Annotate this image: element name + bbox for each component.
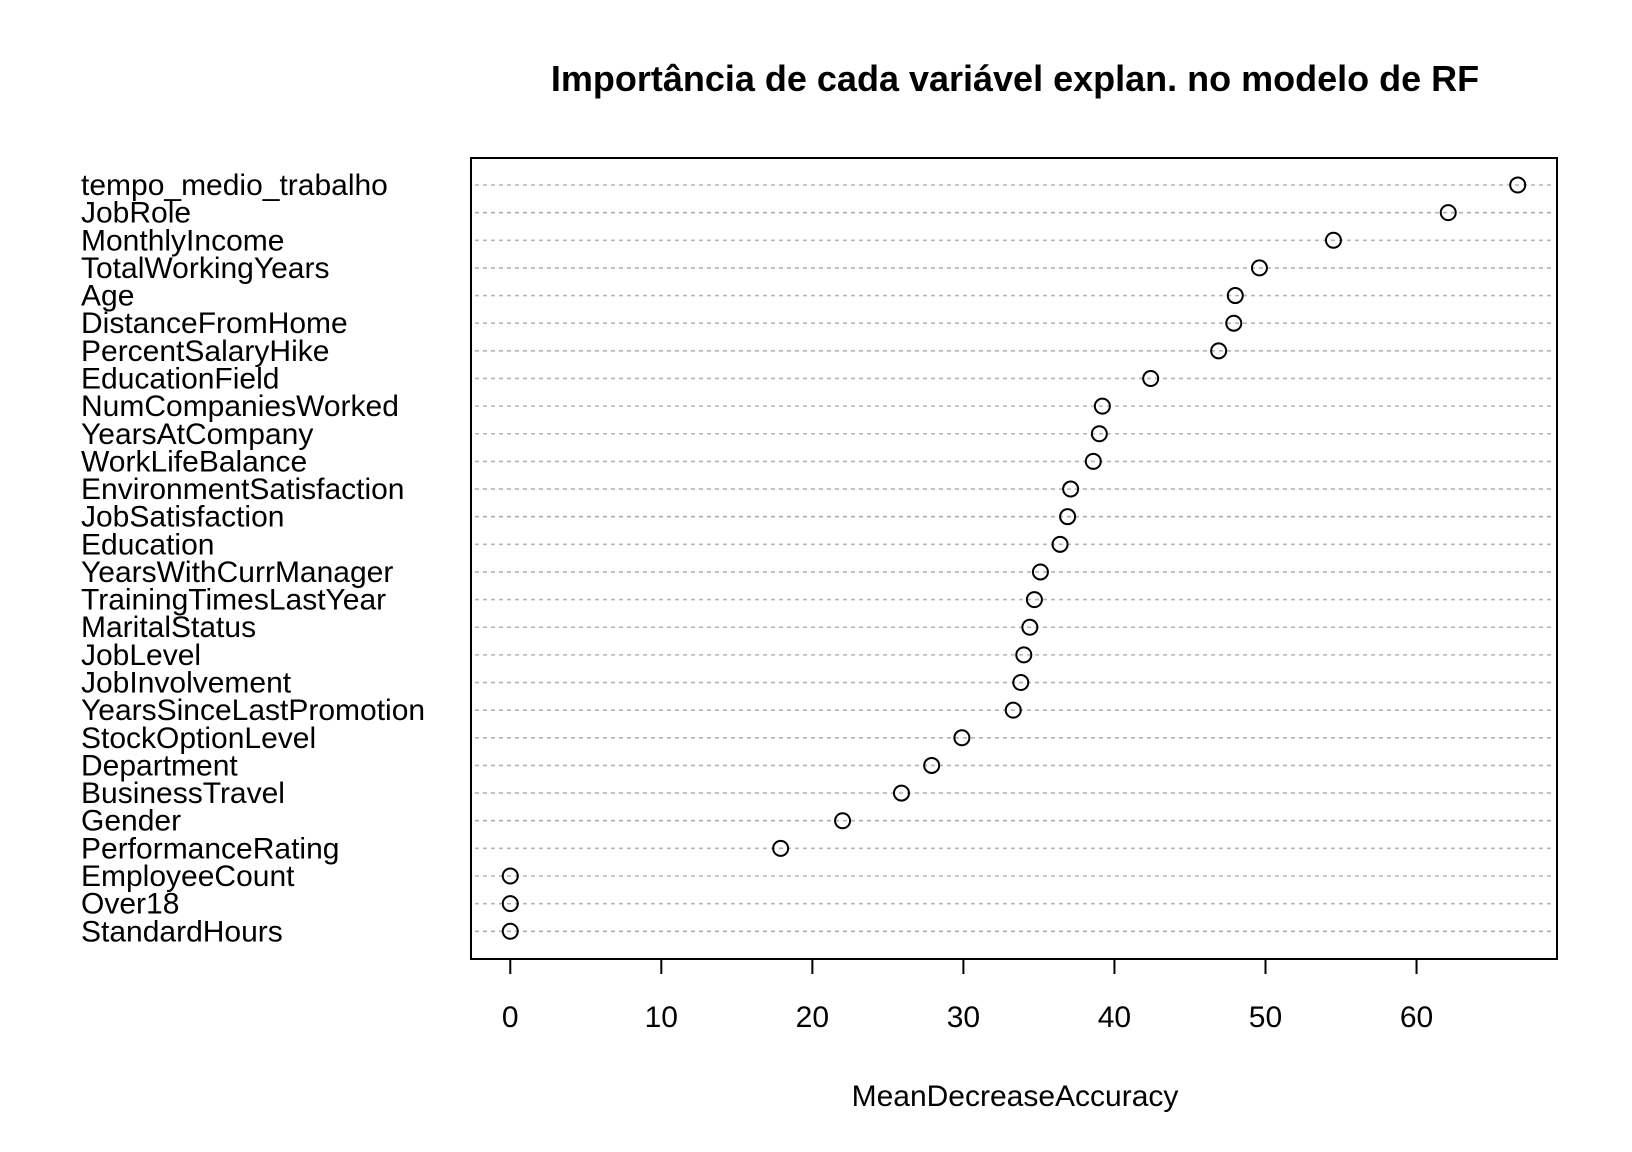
category-label: EnvironmentSatisfaction — [81, 473, 405, 506]
data-point — [1025, 591, 1043, 609]
data-points — [501, 176, 1527, 940]
data-point — [1012, 674, 1030, 692]
category-label: Gender — [81, 805, 181, 838]
data-point — [1093, 397, 1111, 415]
data-point — [501, 895, 519, 913]
category-label: EmployeeCount — [81, 860, 295, 893]
data-point — [501, 867, 519, 885]
x-tick-label: 50 — [1249, 1001, 1282, 1034]
x-tick-label: 60 — [1400, 1001, 1433, 1034]
category-label: YearsSinceLastPromotion — [81, 694, 425, 727]
data-point — [772, 839, 790, 857]
category-label: Age — [81, 280, 134, 313]
category-label: EducationField — [81, 362, 279, 395]
data-point — [1015, 646, 1033, 664]
data-point — [1509, 176, 1527, 194]
data-point — [1059, 508, 1077, 526]
data-point — [1062, 480, 1080, 498]
data-point — [834, 812, 852, 830]
x-axis-label: MeanDecreaseAccuracy — [852, 1080, 1179, 1113]
category-label: YearsAtCompany — [81, 418, 313, 451]
data-point — [1226, 287, 1244, 305]
category-label: tempo_medio_trabalho — [81, 169, 388, 202]
category-label: StandardHours — [81, 915, 283, 948]
data-point — [1084, 452, 1102, 470]
category-label: JobLevel — [81, 639, 201, 672]
x-tick-label: 10 — [645, 1001, 678, 1034]
data-point — [1210, 342, 1228, 360]
category-label: StockOptionLevel — [81, 722, 316, 755]
data-point — [953, 729, 971, 747]
data-point — [1250, 259, 1268, 277]
category-label: JobInvolvement — [81, 667, 292, 700]
category-label: PerformanceRating — [81, 832, 339, 865]
category-label: Over18 — [81, 888, 179, 921]
x-tick-label: 30 — [947, 1001, 980, 1034]
category-labels: tempo_medio_trabalhoJobRoleMonthlyIncome… — [81, 169, 425, 948]
data-point — [1004, 701, 1022, 719]
data-point — [1439, 204, 1457, 222]
data-point — [1051, 535, 1069, 553]
guide-lines — [475, 184, 1553, 933]
category-label: MonthlyIncome — [81, 224, 284, 257]
category-label: Department — [81, 749, 238, 782]
data-point — [1090, 425, 1108, 443]
category-label: JobSatisfaction — [81, 501, 284, 534]
category-label: JobRole — [81, 197, 191, 230]
category-label: YearsWithCurrManager — [81, 556, 393, 589]
plot-frame — [470, 157, 1558, 960]
category-label: TotalWorkingYears — [81, 252, 329, 285]
category-label: DistanceFromHome — [81, 307, 348, 340]
category-label: NumCompaniesWorked — [81, 390, 399, 423]
x-axis: 0 10 20 30 40 50 60 — [502, 958, 1433, 1034]
category-label: MaritalStatus — [81, 611, 256, 644]
data-point — [923, 756, 941, 774]
data-point — [1021, 618, 1039, 636]
x-tick-label: 0 — [502, 1001, 519, 1034]
category-label: TrainingTimesLastYear — [81, 584, 386, 617]
data-point — [1324, 231, 1342, 249]
category-label: Education — [81, 528, 214, 561]
data-point — [1142, 369, 1160, 387]
category-label: WorkLifeBalance — [81, 445, 307, 478]
data-point — [1031, 563, 1049, 581]
chart-title: Importância de cada variável explan. no … — [551, 58, 1479, 99]
data-point — [501, 922, 519, 940]
x-tick-label: 40 — [1098, 1001, 1131, 1034]
data-point — [1225, 314, 1243, 332]
data-point — [892, 784, 910, 802]
category-label: BusinessTravel — [81, 777, 285, 810]
category-label: PercentSalaryHike — [81, 335, 329, 368]
x-tick-label: 20 — [796, 1001, 829, 1034]
